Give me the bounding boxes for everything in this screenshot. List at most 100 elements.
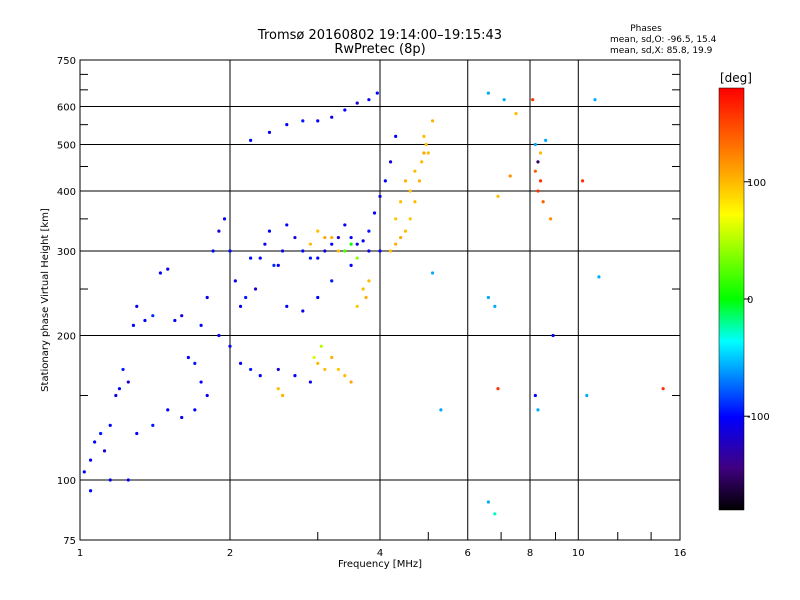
data-point: [514, 111, 518, 116]
data-point: [280, 393, 285, 398]
data-point: [597, 275, 601, 279]
phase-stats-x: mean, sd,X: 85.8, 19.9: [610, 46, 713, 56]
data-point: [301, 119, 305, 123]
data-point: [424, 142, 428, 147]
data-point: [403, 229, 408, 233]
data-point: [486, 91, 490, 95]
data-point: [102, 449, 107, 453]
colorbar-tick-label: -100: [747, 412, 770, 423]
data-point: [536, 408, 540, 412]
colorbar-ticks: 100 0 -100: [744, 178, 770, 423]
data-point: [367, 98, 371, 102]
minor-ticks: [80, 73, 680, 540]
y-tick-label: 600: [57, 103, 76, 114]
data-point: [336, 367, 340, 372]
data-point: [541, 200, 545, 204]
data-point: [394, 217, 398, 221]
data-point: [180, 314, 184, 318]
data-point: [413, 169, 417, 173]
data-point: [330, 235, 334, 240]
data-point: [173, 318, 177, 323]
data-point: [536, 189, 540, 193]
x-tick-labels: 1 2 4 6 8 10 16: [77, 548, 687, 559]
y-tick-label: 75: [63, 536, 76, 547]
data-point: [238, 361, 243, 365]
data-point: [199, 323, 203, 327]
data-point: [180, 415, 184, 420]
y-axis-label: Stationary phase Virtual Height [km]: [40, 208, 51, 392]
x-axis-label: Frequency [MHz]: [338, 559, 422, 570]
y-tick-label: 100: [57, 476, 76, 487]
y-tick-label: 750: [57, 56, 76, 67]
data-point: [323, 249, 327, 253]
data-point: [323, 367, 327, 372]
data-point: [355, 101, 359, 105]
data-point: [336, 249, 340, 253]
data-point: [108, 423, 112, 427]
y-tick-label: 200: [57, 332, 76, 343]
x-tick-label: 10: [572, 548, 585, 559]
data-point: [343, 223, 347, 227]
data-point: [126, 478, 130, 482]
data-point: [276, 263, 280, 267]
data-point: [394, 134, 398, 138]
data-point: [253, 287, 258, 291]
data-point: [316, 295, 320, 300]
data-point: [330, 355, 334, 360]
data-point: [538, 151, 543, 155]
data-point: [343, 374, 347, 378]
data-point: [394, 242, 398, 246]
data-point: [211, 249, 215, 253]
data-point: [319, 344, 323, 348]
data-point: [580, 179, 585, 183]
data-point: [343, 249, 347, 253]
data-point: [99, 431, 103, 436]
data-point: [293, 374, 297, 378]
data-point: [280, 249, 285, 253]
data-point: [422, 151, 426, 155]
x-tick-label: 2: [227, 548, 233, 559]
data-point: [493, 512, 497, 516]
data-point: [361, 287, 365, 291]
data-point: [413, 200, 417, 204]
data-point: [323, 235, 327, 240]
data-point: [151, 423, 155, 427]
data-point: [222, 217, 227, 221]
y-tick-labels: 75 100 200 300 400 500 600 750: [57, 56, 76, 547]
data-point: [135, 304, 139, 309]
data-point: [308, 242, 313, 246]
data-point: [330, 279, 334, 283]
data-point: [430, 119, 435, 123]
data-point: [349, 263, 353, 267]
data-point: [439, 408, 443, 412]
data-point: [276, 387, 280, 391]
data-point: [343, 108, 347, 112]
y-tick-label: 300: [57, 247, 76, 258]
data-point: [533, 142, 537, 147]
data-point: [93, 440, 97, 444]
data-point: [408, 189, 412, 193]
data-point: [378, 194, 382, 198]
chart-subtitle: RwPretec (8p): [334, 42, 425, 57]
data-point: [388, 249, 393, 253]
data-point: [267, 130, 272, 134]
data-point: [426, 151, 430, 155]
data-point: [121, 367, 125, 372]
data-point: [312, 355, 316, 360]
data-point: [258, 374, 262, 378]
data-point: [508, 174, 512, 178]
data-point: [258, 256, 262, 260]
phase-stats-o: mean, sd,O: -96.5, 15.4: [610, 35, 717, 45]
data-point: [486, 295, 490, 300]
data-point: [330, 115, 334, 119]
colorbar: [deg] 100 0 -100: [718, 71, 770, 511]
x-tick-label: 6: [465, 548, 471, 559]
data-point: [349, 235, 353, 240]
data-point: [272, 263, 276, 267]
data-point: [383, 179, 387, 183]
data-point: [114, 393, 118, 398]
data-point: [186, 355, 190, 360]
colorbar-tick-label: 100: [747, 178, 766, 189]
data-point: [193, 408, 197, 412]
grid-lines: [80, 60, 680, 540]
